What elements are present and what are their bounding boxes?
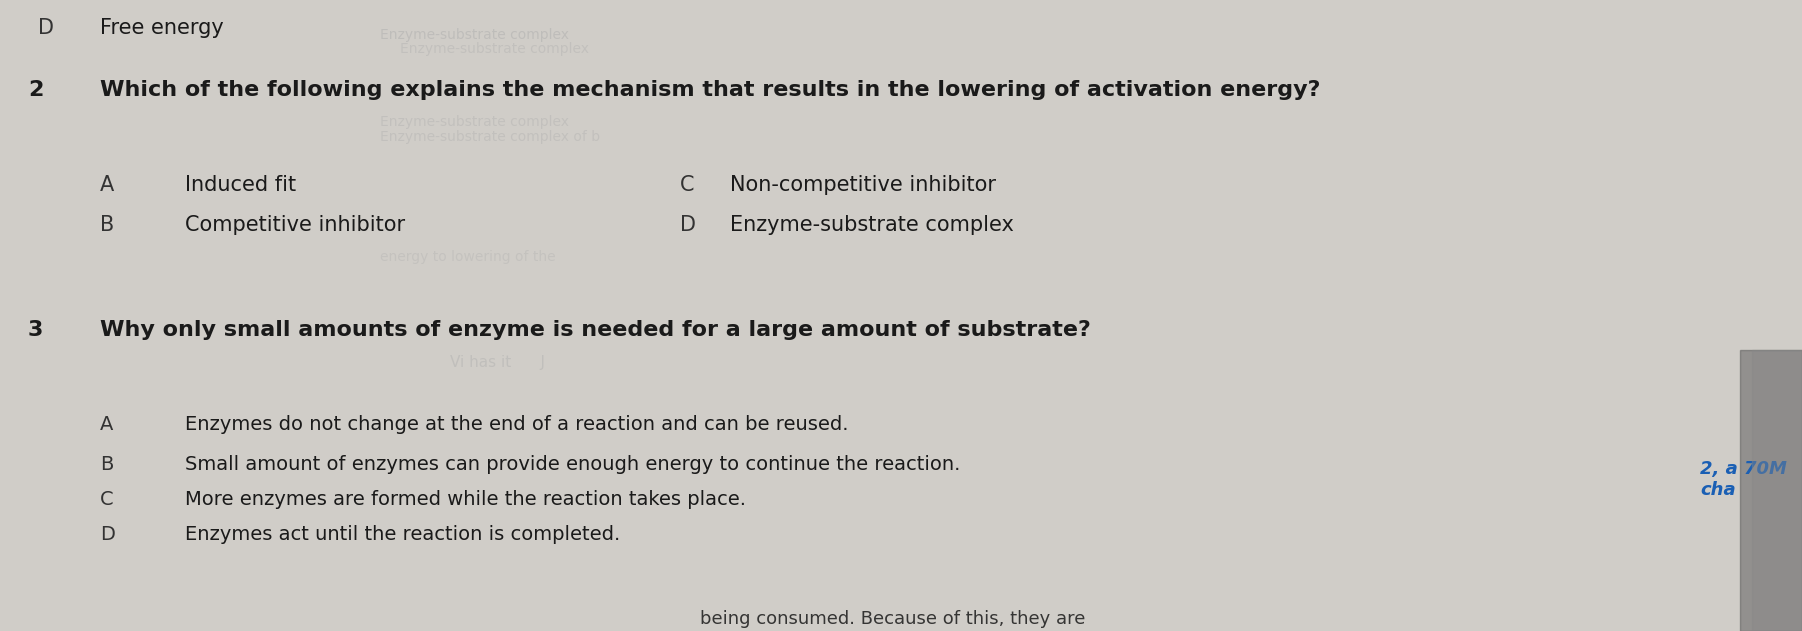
Text: Enzymes act until the reaction is completed.: Enzymes act until the reaction is comple… [186, 525, 620, 544]
Text: Enzymes do not change at the end of a reaction and can be reused.: Enzymes do not change at the end of a re… [186, 415, 849, 434]
Text: Enzyme-substrate complex: Enzyme-substrate complex [380, 115, 569, 129]
Text: 3: 3 [29, 320, 43, 340]
Text: Why only small amounts of enzyme is needed for a large amount of substrate?: Why only small amounts of enzyme is need… [99, 320, 1090, 340]
Text: B: B [99, 215, 114, 235]
Text: C: C [99, 490, 114, 509]
Text: energy to lowering of the: energy to lowering of the [380, 250, 555, 264]
Text: C: C [679, 175, 694, 195]
Text: Competitive inhibitor: Competitive inhibitor [186, 215, 405, 235]
Text: Enzyme-substrate complex of b: Enzyme-substrate complex of b [380, 130, 600, 144]
Text: B: B [99, 455, 114, 474]
Text: A: A [99, 415, 114, 434]
Text: Vi has it      J: Vi has it J [450, 355, 544, 370]
Polygon shape [1752, 350, 1802, 631]
Text: D: D [99, 525, 115, 544]
Text: A: A [99, 175, 114, 195]
Polygon shape [1741, 350, 1802, 631]
Text: D: D [679, 215, 696, 235]
Text: Enzyme-substrate complex: Enzyme-substrate complex [730, 215, 1015, 235]
Text: Free energy: Free energy [99, 18, 223, 38]
Text: Induced fit: Induced fit [186, 175, 296, 195]
Text: Which of the following explains the mechanism that results in the lowering of ac: Which of the following explains the mech… [99, 80, 1321, 100]
Text: 2, a 70M
cha: 2, a 70M cha [1699, 460, 1788, 498]
Text: Non-competitive inhibitor: Non-competitive inhibitor [730, 175, 997, 195]
Text: D: D [38, 18, 54, 38]
Text: 2: 2 [29, 80, 43, 100]
Text: More enzymes are formed while the reaction takes place.: More enzymes are formed while the reacti… [186, 490, 746, 509]
Text: Small amount of enzymes can provide enough energy to continue the reaction.: Small amount of enzymes can provide enou… [186, 455, 960, 474]
Text: being consumed. Because of this, they are: being consumed. Because of this, they ar… [699, 610, 1085, 628]
Text: Enzyme-substrate complex: Enzyme-substrate complex [400, 42, 589, 56]
Text: Enzyme-substrate complex: Enzyme-substrate complex [380, 28, 569, 42]
